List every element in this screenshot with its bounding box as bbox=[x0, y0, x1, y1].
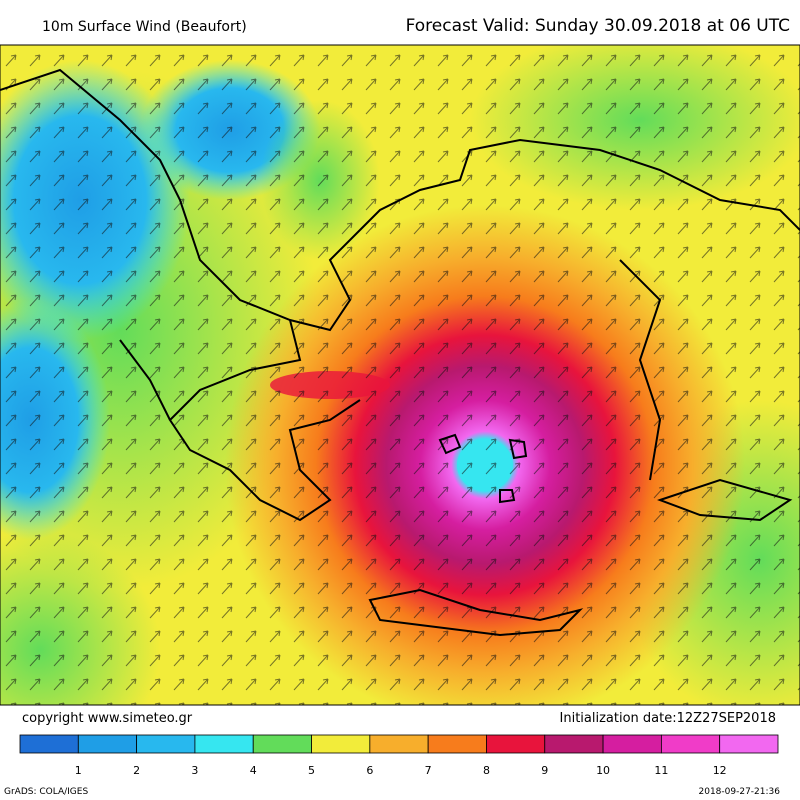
colorbar-swatch bbox=[719, 734, 779, 754]
colorbar-swatch bbox=[136, 734, 196, 754]
colorbar-label: 6 bbox=[366, 764, 373, 777]
colorbar-label: 11 bbox=[654, 764, 668, 777]
colorbar-label: 2 bbox=[133, 764, 140, 777]
colorbar-label: 8 bbox=[483, 764, 490, 777]
colorbar-label: 3 bbox=[191, 764, 198, 777]
colorbar-swatch bbox=[194, 734, 254, 754]
colorbar-swatch bbox=[544, 734, 604, 754]
colorbar-label: 1 bbox=[75, 764, 82, 777]
colorbar-label: 5 bbox=[308, 764, 315, 777]
colorbar-label: 9 bbox=[541, 764, 548, 777]
colorbar-swatch bbox=[311, 734, 371, 754]
colorbar-swatch bbox=[660, 734, 721, 754]
map-frame bbox=[0, 44, 800, 706]
coastlines bbox=[0, 68, 800, 637]
colorbar-swatch bbox=[602, 734, 662, 754]
colorbar: 1 2 3 4 5 6 7 8 9 10 11 12 bbox=[19, 734, 779, 777]
colorbar-swatch bbox=[19, 734, 79, 754]
colorbar-swatch bbox=[77, 734, 138, 754]
initialization: Initialization date:12Z27SEP2018 bbox=[560, 711, 776, 726]
colorbar-swatch bbox=[369, 734, 429, 754]
colorbar-label: 10 bbox=[596, 764, 610, 777]
forecast-valid: Forecast Valid: Sunday 30.09.2018 at 06 … bbox=[406, 16, 790, 36]
wind-field bbox=[0, 45, 800, 705]
software-credit: GrADS: COLA/IGES bbox=[4, 787, 88, 797]
colorbar-swatch bbox=[427, 734, 487, 754]
title: 10m Surface Wind (Beaufort) bbox=[42, 19, 247, 35]
copyright: copyright www.simeteo.gr bbox=[22, 711, 193, 726]
colorbar-label: 4 bbox=[250, 764, 257, 777]
colorbar-swatch bbox=[486, 734, 546, 754]
colorbar-label: 12 bbox=[713, 764, 727, 777]
colorbar-label: 7 bbox=[425, 764, 432, 777]
timestamp: 2018-09-27-21:36 bbox=[699, 787, 781, 797]
colorbar-swatch bbox=[252, 734, 312, 754]
